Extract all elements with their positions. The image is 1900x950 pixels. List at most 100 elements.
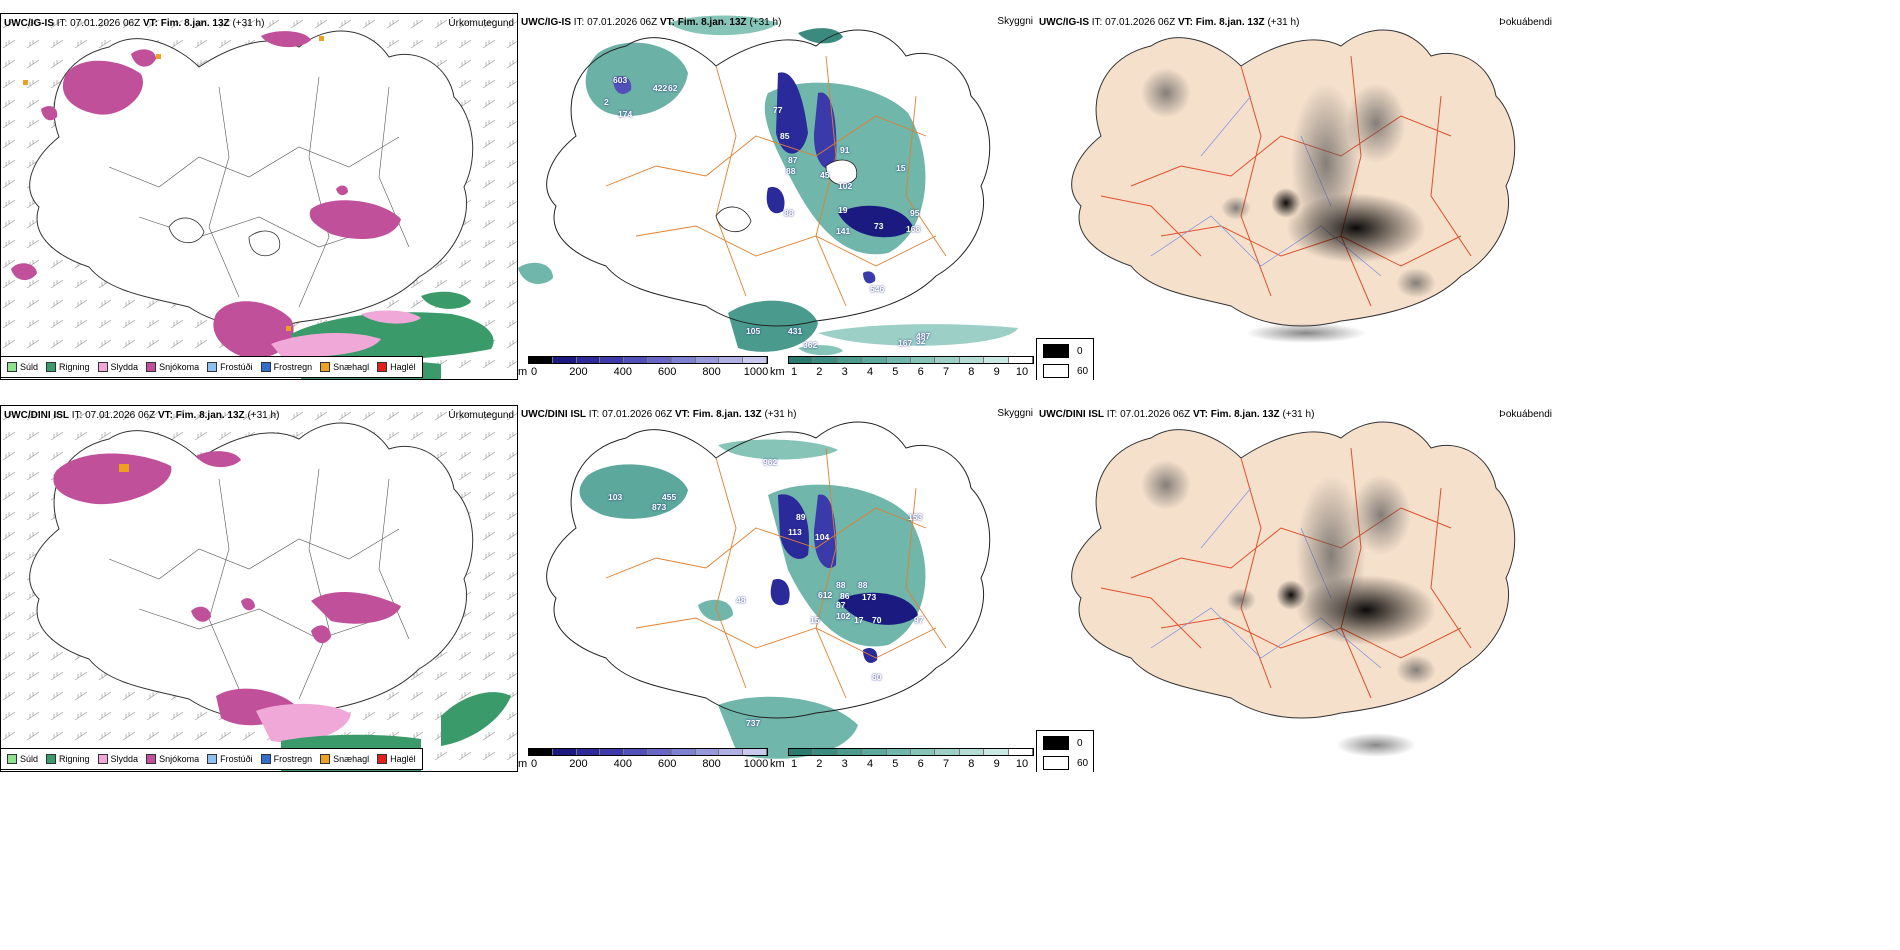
fog-panel-row2: UWC/DINI ISL IT: 07.01.2026 06Z VT: Fim.… bbox=[1036, 405, 1556, 772]
colorbar-tick: 0 bbox=[530, 758, 538, 770]
colorbar-tick: 5 bbox=[892, 758, 899, 770]
legend-swatch bbox=[377, 362, 388, 372]
precip-legend: Súld Rigning Slydda Snjókoma Frostúði Frostre… bbox=[1, 748, 423, 770]
legend-swatch bbox=[260, 362, 271, 372]
legend-swatch bbox=[97, 362, 108, 372]
visibility-value-label: 89 bbox=[796, 512, 806, 522]
visibility-value-label: 167 bbox=[898, 338, 913, 348]
colorbar-cell bbox=[984, 749, 1009, 755]
colorbar-tick: 200 bbox=[569, 366, 588, 378]
colorbar-tick: 4 bbox=[866, 366, 874, 378]
legend-item: Rigning bbox=[46, 362, 90, 372]
colorbar-tick: 7 bbox=[942, 366, 950, 378]
visibility-value-label: 86 bbox=[840, 591, 850, 601]
colorbar-cell bbox=[695, 357, 720, 363]
precip-type-map bbox=[1, 406, 517, 771]
visibility-value-label: 88 bbox=[836, 580, 846, 590]
colorbar-cell bbox=[552, 749, 577, 755]
colorbar-cell bbox=[886, 749, 912, 755]
legend-swatch bbox=[146, 362, 157, 372]
legend-item: Frostúði bbox=[207, 754, 253, 764]
colorbar-cell bbox=[789, 749, 814, 755]
visibility-fields bbox=[518, 15, 1018, 356]
legend-label: Snjókoma bbox=[159, 362, 200, 372]
visibility-value-label: 2 bbox=[604, 97, 609, 107]
colorbar-cell bbox=[529, 357, 553, 363]
colorbar-cell bbox=[695, 749, 720, 755]
colorbar-cell bbox=[576, 357, 601, 363]
colorbar-strip bbox=[788, 356, 1034, 364]
visibility-value-label: 362 bbox=[803, 340, 818, 350]
colorbar-unit: km bbox=[770, 758, 785, 770]
panel-title: UWC/IG-IS IT: 07.01.2026 06Z VT: Fim. 8.… bbox=[4, 18, 265, 29]
visibility-value-label: 103 bbox=[608, 492, 623, 502]
ice-pellet-areas bbox=[119, 464, 129, 472]
colorbar-tick: 10 bbox=[1015, 758, 1029, 770]
legend-label: Frostregn bbox=[273, 362, 313, 372]
legend-label: Snæhagl bbox=[333, 362, 370, 372]
legend-swatch bbox=[97, 754, 108, 764]
colorbar-cell bbox=[984, 357, 1009, 363]
legend-label: Súld bbox=[20, 362, 39, 372]
fog-legend: 0 60 bbox=[1036, 730, 1094, 772]
legend-swatch bbox=[7, 754, 17, 764]
colorbar-cell bbox=[647, 749, 672, 755]
colorbar-cell bbox=[576, 749, 601, 755]
visibility-value-label: 113 bbox=[788, 527, 802, 537]
colorbar-cell bbox=[719, 749, 744, 755]
legend-swatch bbox=[207, 362, 218, 372]
panel-type-label: Skyggni bbox=[997, 408, 1033, 419]
legend-swatch bbox=[146, 754, 157, 764]
visibility-value-label: 70 bbox=[872, 615, 882, 625]
visibility-value-label: 87 bbox=[788, 155, 798, 165]
colorbar-strip bbox=[788, 748, 1034, 756]
visibility-value-label: 95 bbox=[910, 208, 920, 218]
fog-fields bbox=[1141, 68, 1436, 343]
colorbar-tick: 600 bbox=[658, 366, 677, 378]
legend-item: Rigning bbox=[46, 754, 90, 764]
panel-type-label: Þokuábendi bbox=[1499, 409, 1552, 420]
legend-label: Slydda bbox=[110, 754, 139, 764]
legend-label: Rigning bbox=[59, 754, 90, 764]
colorbar-tick: 9 bbox=[993, 366, 1000, 378]
cloud-base-colorbar: m 0 200 400 600 800 1000 bbox=[518, 356, 778, 380]
visibility-colorbar: km 1 2 3 4 5 6 7 8 9 10 bbox=[770, 748, 1036, 772]
colorbar-cell bbox=[911, 357, 936, 363]
colorbar-tick: 1 bbox=[790, 366, 798, 378]
colorbar-cell bbox=[600, 357, 625, 363]
colorbar-unit: m bbox=[518, 758, 528, 770]
visibility-value-label: 422 bbox=[653, 83, 668, 93]
colorbar-cell bbox=[837, 749, 863, 755]
fog-fields bbox=[1141, 460, 1436, 757]
sleet-areas bbox=[256, 703, 351, 743]
legend-label: Frostúði bbox=[220, 754, 253, 764]
visibility-value-label: 88 bbox=[784, 208, 794, 218]
visibility-value-label: 174 bbox=[618, 109, 633, 119]
colorbar-cell bbox=[624, 357, 648, 363]
colorbar-tick: 600 bbox=[658, 758, 677, 770]
fog-panel-row1: UWC/IG-IS IT: 07.01.2026 06Z VT: Fim. 8.… bbox=[1036, 13, 1556, 380]
precip-type-map bbox=[1, 14, 517, 379]
visibility-value-label: 141 bbox=[836, 226, 851, 236]
colorbar-tick: 8 bbox=[968, 366, 975, 378]
colorbar-cell bbox=[1008, 749, 1034, 755]
colorbar-cell bbox=[886, 357, 912, 363]
legend-swatch bbox=[7, 362, 17, 372]
panel-type-label: Úrkomutegund bbox=[448, 18, 514, 29]
visibility-value-label: 105 bbox=[746, 326, 761, 336]
legend-label: Haglél bbox=[390, 362, 416, 372]
colorbar-tick: 9 bbox=[993, 758, 1000, 770]
legend-item: Súld bbox=[7, 362, 38, 372]
legend-swatch bbox=[320, 362, 331, 372]
colorbar-cell bbox=[624, 749, 648, 755]
legend-label: Snjókoma bbox=[159, 754, 200, 764]
visibility-value-label: 962 bbox=[763, 457, 778, 467]
colorbar-tick: 2 bbox=[816, 758, 823, 770]
colorbar-tick: 400 bbox=[613, 366, 632, 378]
colorbar-tick: 800 bbox=[702, 366, 721, 378]
ice-pellet-areas bbox=[23, 36, 324, 331]
panel-title: UWC/DINI ISL IT: 07.01.2026 06Z VT: Fim.… bbox=[1039, 409, 1315, 420]
visibility-value-label: 873 bbox=[652, 502, 667, 512]
colorbar-cell bbox=[552, 357, 577, 363]
visibility-value-label: 32 bbox=[916, 336, 926, 346]
